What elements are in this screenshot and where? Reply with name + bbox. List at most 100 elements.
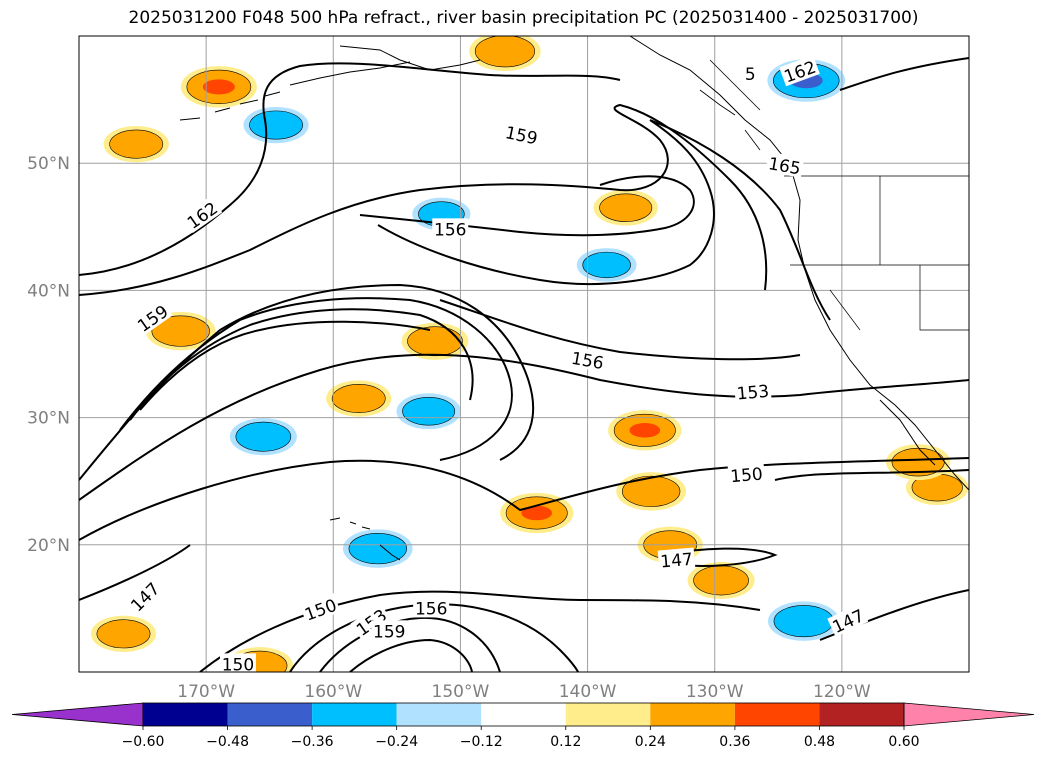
precip-blob-17 bbox=[687, 561, 755, 600]
precip-blob-core bbox=[629, 423, 661, 438]
contour-label-13: 156 bbox=[415, 599, 447, 619]
colorbar-label-2: −0.36 bbox=[291, 734, 334, 750]
lat-label-2: 30°N bbox=[27, 409, 70, 429]
contour-label-bg bbox=[131, 299, 173, 337]
colorbar-segment bbox=[734, 703, 820, 726]
contour-label-bg bbox=[657, 547, 696, 571]
precip-blob-body bbox=[151, 315, 210, 347]
plot-frame bbox=[78, 35, 970, 673]
contour-label-bg bbox=[727, 462, 766, 486]
hawaii-islands bbox=[329, 517, 401, 561]
colorbar-label-5: 0.12 bbox=[550, 734, 581, 750]
lon-label-2: 150°W bbox=[432, 682, 490, 702]
contour-label-15: 150 bbox=[222, 655, 254, 675]
colorbar-extend-low bbox=[11, 702, 144, 727]
precip-blob-body bbox=[407, 326, 463, 357]
precip-blob-body bbox=[249, 110, 303, 140]
contour-label-bg bbox=[371, 620, 408, 641]
colorbar-label-8: 0.48 bbox=[804, 734, 835, 750]
colorbar-segment bbox=[227, 703, 313, 726]
colorbar-label-9: 0.60 bbox=[888, 734, 919, 750]
colorbar: −0.60 −0.48 −0.36 −0.24 −0.12 0.12 0.24 0.36 0.4… bbox=[11, 702, 1035, 750]
contour-label-14: 159 bbox=[373, 622, 405, 642]
precip-blob-1 bbox=[469, 36, 541, 71]
precip-blob-body bbox=[693, 565, 749, 596]
precip-blob-body bbox=[474, 36, 535, 68]
lon-label-3: 140°W bbox=[559, 682, 617, 702]
contour-156-main bbox=[377, 119, 831, 321]
colorbar-extend-high bbox=[903, 702, 1035, 727]
colorbar-segment bbox=[396, 703, 482, 726]
lon-label-1: 160°W bbox=[304, 682, 362, 702]
colorbar-segment bbox=[481, 703, 566, 726]
colorbar-label-4: −0.12 bbox=[460, 734, 503, 750]
contour-159-south bbox=[349, 638, 473, 672]
precip-blob-18 bbox=[342, 529, 413, 568]
precip-blob-3 bbox=[243, 106, 309, 144]
lat-label-1: 40°N bbox=[27, 281, 70, 301]
precip-blob-11 bbox=[326, 380, 392, 417]
longitude-labels: 170°W 160°W 150°W 140°W 130°W 120°W bbox=[177, 682, 871, 702]
colorbar-segment bbox=[650, 703, 735, 726]
precip-blob-body bbox=[331, 384, 386, 413]
contour-156-south bbox=[439, 299, 801, 361]
contour-label-bg bbox=[124, 576, 165, 617]
contour-jet-4 bbox=[139, 320, 431, 411]
precip-blob-body bbox=[348, 533, 407, 565]
contour-label-bg bbox=[501, 120, 542, 148]
lon-label-5: 120°W bbox=[813, 682, 871, 702]
colorbar-frame bbox=[142, 702, 905, 727]
contour-162-east bbox=[839, 57, 969, 91]
precip-blob-body bbox=[621, 475, 681, 507]
precip-blob-2 bbox=[103, 125, 169, 163]
contour-label-bg bbox=[350, 603, 392, 641]
contour-label-8: 150 bbox=[730, 464, 764, 487]
contour-label-4: 156 bbox=[434, 220, 466, 240]
precip-blob-7 bbox=[576, 248, 637, 282]
contour-147-east bbox=[659, 547, 778, 567]
contour-label-bg bbox=[181, 196, 223, 234]
precip-blob-19 bbox=[767, 601, 840, 641]
gridlines bbox=[79, 36, 969, 672]
colorbar-segment bbox=[143, 703, 228, 726]
colorbar-label-6: 0.24 bbox=[635, 734, 666, 750]
coast-fjords bbox=[699, 59, 761, 151]
state-borders bbox=[784, 175, 969, 331]
contour-label-bg bbox=[299, 593, 341, 625]
contour-label-bg bbox=[827, 603, 869, 637]
baja-california bbox=[879, 399, 936, 466]
contour-label-17: 5 bbox=[745, 65, 756, 85]
precip-blob-12 bbox=[396, 393, 461, 430]
precip-blob-core bbox=[202, 79, 235, 95]
precip-blob-body bbox=[773, 605, 834, 638]
lat-label-0: 50°N bbox=[27, 154, 70, 174]
colorbar-label-1: −0.48 bbox=[206, 734, 249, 750]
contour-162-north bbox=[79, 62, 621, 276]
colorbar-segment bbox=[565, 703, 651, 726]
colorbar-label-7: 0.36 bbox=[719, 734, 750, 750]
contour-labels: 1621621591651561591561531501471471501531… bbox=[124, 55, 869, 675]
precip-blob-body bbox=[582, 251, 631, 279]
contour-label-bg bbox=[779, 55, 820, 87]
contour-label-bg bbox=[568, 346, 608, 373]
refractivity-contours bbox=[79, 57, 969, 672]
contour-jet-2 bbox=[119, 297, 513, 461]
latitude-labels: 50°N 40°N 30°N 20°N bbox=[27, 154, 70, 556]
precip-blob-body bbox=[96, 619, 151, 649]
contour-label-bg bbox=[219, 653, 256, 674]
precip-blob-20 bbox=[90, 615, 157, 653]
precip-blob-8 bbox=[593, 189, 658, 226]
contour-159-north bbox=[79, 103, 768, 296]
aleutian-islands bbox=[179, 91, 281, 121]
colorbar-label-3: −0.24 bbox=[375, 734, 418, 750]
colorbar-segment bbox=[312, 703, 397, 726]
contour-150 bbox=[79, 457, 969, 541]
contour-label-9: 147 bbox=[660, 550, 694, 573]
colorbar-segment bbox=[819, 703, 904, 726]
precip-blob-body bbox=[235, 421, 292, 452]
precip-blob-body bbox=[109, 129, 164, 159]
contour-150-south bbox=[199, 590, 761, 672]
map-title: 2025031200 F048 500 hPa refract., river … bbox=[128, 8, 919, 28]
colorbar-label-0: −0.60 bbox=[122, 734, 165, 750]
